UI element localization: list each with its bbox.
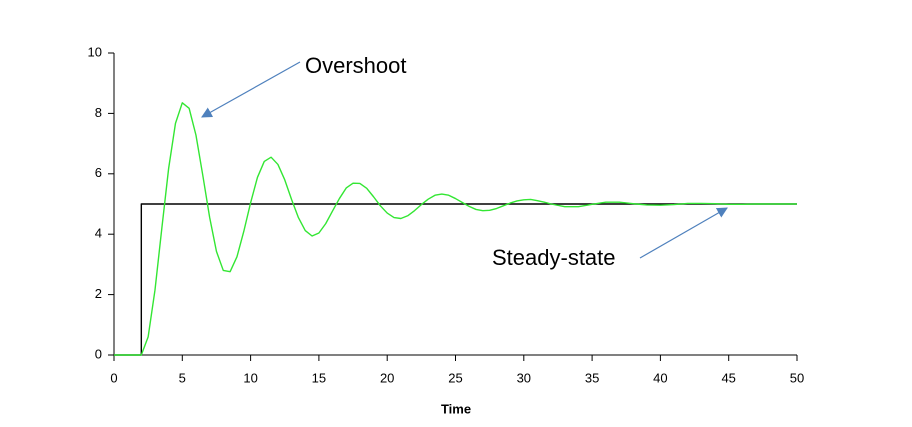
y-tick-label: 2 [95,286,102,301]
x-tick-label: 15 [312,370,326,385]
x-tick-label: 40 [653,370,667,385]
x-tick-label: 45 [721,370,735,385]
x-tick-label: 35 [585,370,599,385]
x-tick-label: 25 [448,370,462,385]
annotation: Steady-state [492,245,616,270]
x-tick-label: 20 [380,370,394,385]
plot-area: 0 2 4 6 8 10 0 5 10 15 20 25 30 35 40 45 50 [88,44,805,385]
annotation-arrow [201,61,301,118]
series-line [114,102,797,356]
x-tick-label: 0 [110,370,117,385]
y-tick-label: 10 [88,44,102,59]
y-tick-label: 4 [95,226,102,241]
x-axis-title: Time [441,401,471,416]
x-tick-label: 10 [243,370,257,385]
y-tick-label: 0 [95,346,102,361]
x-tick-label: 50 [790,370,804,385]
annotation-arrow [639,207,728,259]
x-tick-label: 5 [179,370,186,385]
y-tick-label: 8 [95,105,102,120]
x-tick-label: 30 [517,370,531,385]
y-tick-label: 6 [95,165,102,180]
annotation: Overshoot [305,53,407,78]
